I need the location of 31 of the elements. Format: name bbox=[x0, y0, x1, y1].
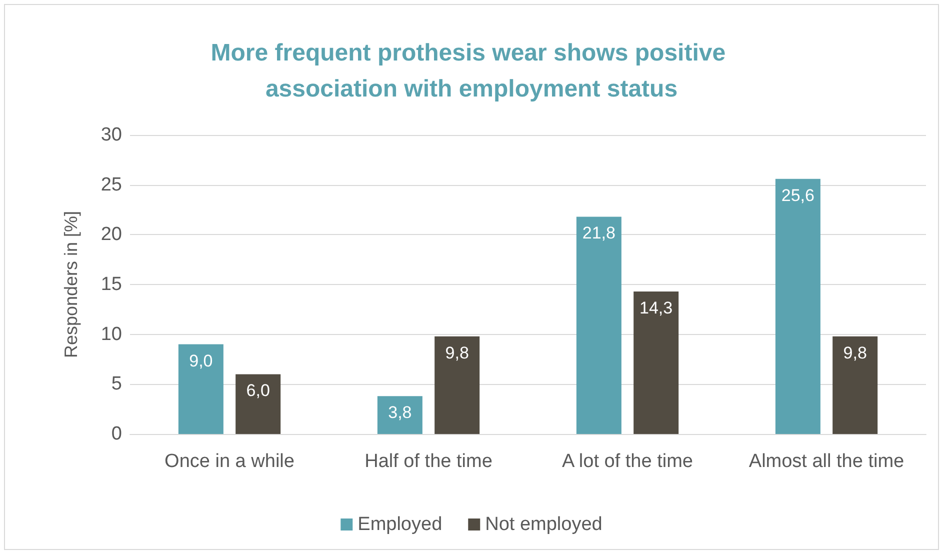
legend-label: Not employed bbox=[485, 514, 602, 535]
bar bbox=[178, 344, 224, 434]
y-tick-label: 15 bbox=[100, 274, 122, 295]
y-tick-label: 20 bbox=[100, 224, 122, 246]
x-tick-label: Half of the time bbox=[364, 451, 492, 472]
y-axis-title: Responders in [%] bbox=[61, 210, 81, 358]
x-tick-label: Once in a while bbox=[164, 451, 294, 472]
bar bbox=[832, 336, 878, 434]
chart-title: More frequent prothesis wear shows positive association with employment status bbox=[210, 40, 732, 102]
data-label: 14,3 bbox=[640, 298, 673, 318]
data-label: 21,8 bbox=[582, 224, 616, 243]
bar bbox=[434, 336, 480, 434]
y-tick-label: 25 bbox=[100, 174, 122, 196]
data-label: 9,8 bbox=[445, 343, 469, 362]
x-tick-label: Almost all the time bbox=[748, 451, 904, 472]
data-label: 9,8 bbox=[843, 343, 867, 362]
legend-label: Employed bbox=[358, 514, 442, 535]
bar bbox=[236, 374, 281, 434]
y-tick-label: 10 bbox=[100, 324, 122, 345]
y-tick-label: 5 bbox=[111, 374, 122, 395]
x-tick-label: A lot of the time bbox=[562, 451, 693, 472]
bar bbox=[576, 216, 622, 434]
y-tick-label: 0 bbox=[111, 424, 122, 444]
y-tick-label: 30 bbox=[100, 124, 122, 146]
data-label: 9,0 bbox=[189, 351, 213, 370]
data-label: 3,8 bbox=[388, 403, 412, 422]
data-label: 6,0 bbox=[246, 381, 270, 400]
bar bbox=[634, 291, 679, 434]
bar bbox=[377, 396, 422, 434]
bar bbox=[775, 178, 820, 434]
data-label: 25,6 bbox=[781, 186, 814, 205]
